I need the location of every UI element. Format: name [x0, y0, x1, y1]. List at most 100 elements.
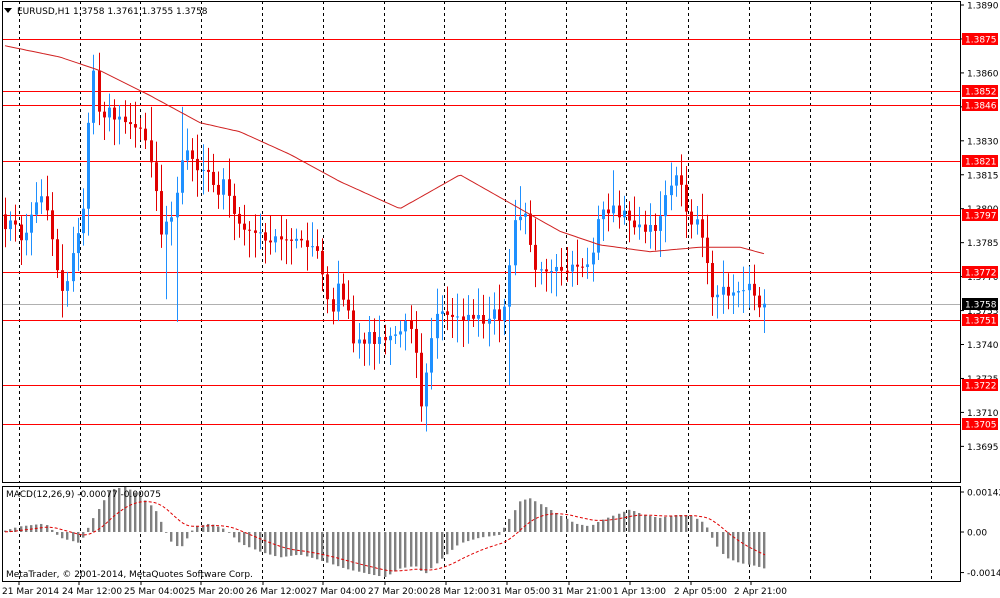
macd-bar: [524, 499, 527, 532]
candle-body: [134, 124, 137, 128]
candle-body: [436, 313, 439, 339]
macd-bar: [711, 532, 714, 538]
macd-bar: [25, 525, 28, 532]
macd-bar: [555, 512, 558, 532]
macd-bar: [82, 532, 85, 538]
candle-body: [160, 191, 163, 235]
level-label-text: 1.3797: [965, 212, 997, 222]
candle-body: [285, 239, 288, 241]
macd-bar: [742, 532, 745, 564]
candle-body: [51, 210, 54, 240]
candle-body: [597, 219, 600, 253]
candle-body: [139, 127, 142, 129]
candle-body: [217, 184, 220, 195]
macd-bar: [446, 532, 449, 555]
price-tick-label: 1.3785: [967, 239, 999, 249]
macd-bar: [264, 532, 267, 554]
time-tick-label: 21 Mar 2014: [2, 587, 59, 597]
time-tick-label: 31 Mar 21:00: [552, 587, 612, 597]
macd-bar: [763, 532, 766, 569]
candle-body: [664, 195, 667, 217]
macd-bar: [664, 516, 667, 532]
level-label-box: [962, 85, 998, 97]
macd-bar: [690, 515, 693, 532]
candle-body: [722, 286, 725, 295]
candle-body: [300, 238, 303, 241]
macd-bar: [571, 521, 574, 532]
candle-body: [248, 229, 251, 231]
macd-bar: [134, 492, 137, 532]
price-tick-label: 1.3710: [967, 409, 999, 419]
candle-body: [311, 246, 314, 248]
time-tick-label: 27 Mar 20:00: [368, 587, 428, 597]
macd-tick-label: 0.00: [967, 529, 987, 539]
macd-bar: [701, 521, 704, 532]
candle-body: [560, 266, 563, 271]
candle-body: [233, 195, 236, 214]
candle-body: [675, 175, 678, 186]
time-tick-label: 28 Mar 12:00: [429, 587, 489, 597]
macd-bar: [441, 532, 444, 559]
macd-bar: [150, 505, 153, 532]
triangle-down-icon[interactable]: [4, 8, 12, 13]
macd-bar: [165, 532, 168, 533]
level-label-box: [962, 33, 998, 45]
candle-body: [472, 314, 475, 319]
candle-body: [441, 311, 444, 314]
macd-bar: [425, 532, 428, 574]
candle-body: [274, 236, 277, 243]
macd-bar: [675, 515, 678, 532]
candle-body: [98, 70, 101, 112]
macd-bar: [66, 532, 69, 540]
price-tick-label: 1.3830: [967, 137, 999, 147]
candle-body: [566, 270, 569, 272]
candle-body: [550, 271, 553, 273]
candle-body: [124, 116, 127, 123]
candle-body: [77, 233, 80, 254]
candle-body: [56, 239, 59, 271]
candle-body: [280, 236, 283, 240]
macd-bar: [415, 532, 418, 567]
moving-average-line: [4, 45, 765, 255]
macd-bar: [290, 532, 293, 556]
candle-body: [316, 246, 319, 251]
macd-bar: [560, 515, 563, 532]
macd-bar: [456, 532, 459, 546]
candle-body: [410, 320, 413, 329]
candle-body: [420, 352, 423, 407]
grid-lines: [19, 1, 932, 581]
time-tick-label: 27 Mar 04:00: [306, 587, 366, 597]
horizontal-levels[interactable]: [2, 39, 960, 425]
candle-body: [82, 208, 85, 234]
macd-bar: [373, 532, 376, 576]
level-label-text: 1.3846: [965, 102, 997, 112]
candle-body: [66, 281, 69, 291]
candle-body: [176, 192, 179, 218]
candle-body: [540, 269, 543, 271]
candle-body: [732, 292, 735, 296]
candle-body: [306, 240, 309, 247]
candle-body: [519, 216, 522, 221]
level-label-text: 1.3705: [965, 421, 997, 431]
candle-body: [87, 122, 90, 209]
macd-bar: [72, 532, 75, 542]
macd-bar: [623, 511, 626, 532]
candle-body: [170, 217, 173, 222]
candle-body: [264, 232, 267, 241]
macd-bar: [753, 532, 756, 566]
macd-bar: [748, 532, 751, 565]
macd-bar: [274, 532, 277, 557]
candle-body: [40, 196, 43, 203]
time-tick-label: 25 Mar 20:00: [184, 587, 244, 597]
candle-body: [690, 211, 693, 225]
macd-bar: [363, 532, 366, 573]
candle-body: [384, 336, 387, 341]
macd-bar: [238, 532, 241, 543]
candle-body: [711, 263, 714, 298]
candle-body: [644, 224, 647, 232]
candle-body: [696, 219, 699, 225]
macd-bar: [222, 528, 225, 532]
candle-body: [488, 318, 491, 324]
